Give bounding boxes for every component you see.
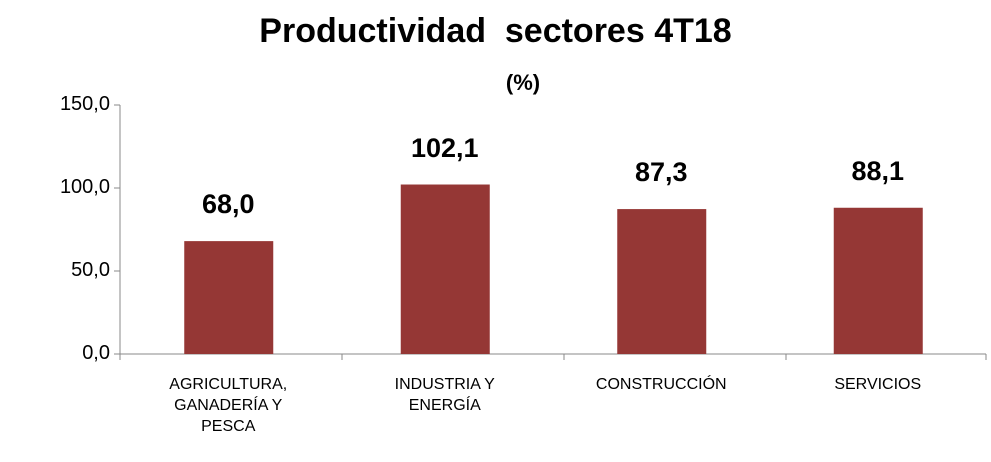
y-tick-label: 0,0: [82, 342, 110, 364]
x-tick-label: INDUSTRIA Y ENERGÍA: [394, 376, 495, 414]
bar: [400, 184, 490, 354]
bar: [833, 207, 923, 354]
y-tick-label: 150,0: [59, 93, 110, 115]
data-label: 87,3: [634, 157, 688, 188]
y-tick-label: 100,0: [59, 176, 110, 198]
x-tick-label: SERVICIOS: [834, 376, 922, 393]
x-tick-label: CONSTRUCCIÓN: [595, 376, 727, 393]
data-label: 68,0: [201, 189, 255, 220]
chart-title: Productividad sectores 4T18: [259, 12, 732, 50]
y-tick-label: 50,0: [71, 259, 110, 281]
x-tick-label: AGRICULTURA, GANADERÍA Y PESCA: [169, 376, 288, 435]
bar: [184, 241, 274, 354]
chart-subtitle: (%): [505, 70, 541, 95]
data-label: 88,1: [851, 155, 905, 186]
data-label: 102,1: [410, 132, 479, 163]
bar: [617, 209, 707, 354]
